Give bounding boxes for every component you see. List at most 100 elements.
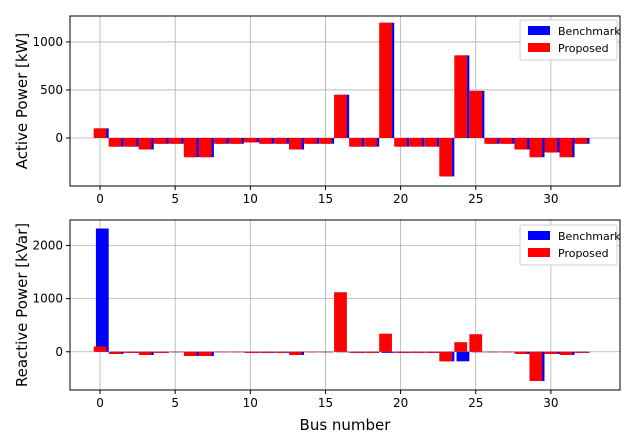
bar-benchmark-bus-24 [456,351,470,362]
bar-proposed-bus-19 [379,333,392,352]
bar-proposed-bus-2 [123,351,137,353]
x-tick-label: 30 [543,396,558,410]
bar-proposed-bus-6 [183,137,197,158]
bar-proposed-bus-16 [334,94,347,138]
y-axis-label: Active Power [kW] [13,33,31,170]
bar-proposed-bus-25 [469,90,483,138]
x-tick-labels: 0 5 10 15 20 25 30 [96,186,559,206]
bar-proposed-bus-15 [319,137,332,144]
bar-proposed-bus-17 [349,137,362,147]
legend: Benchmark Proposed [519,224,621,266]
bar-proposed-bus-29 [529,351,543,381]
legend-swatch-benchmark [528,26,550,35]
bar-proposed-bus-18 [364,137,377,147]
bar-proposed-bus-25 [469,334,483,352]
bar-proposed-bus-31 [559,351,573,355]
legend-label-benchmark: Benchmark [558,25,621,38]
bar-proposed-bus-20 [394,137,407,147]
x-tick-label: 10 [243,396,258,410]
bar-proposed-bus-3 [138,137,152,150]
bar-proposed-bus-30 [544,351,558,354]
bar-proposed-bus-14 [304,351,317,353]
bar-proposed-bus-13 [289,351,302,355]
legend: Benchmark Proposed [519,19,621,61]
bar-proposed-bus-5 [168,137,182,144]
y-axis-label: Reactive Power [kVar] [13,223,31,387]
bar-proposed-bus-0 [93,128,107,138]
x-tick-label: 20 [393,192,408,206]
bar-proposed-bus-11 [258,351,272,353]
x-tick-label: 20 [393,396,408,410]
bar-proposed-bus-27 [499,351,513,353]
bar-proposed-bus-20 [394,351,407,353]
bar-proposed-bus-26 [484,137,498,144]
bar-proposed-bus-16 [334,292,347,352]
x-tick-label: 15 [318,396,333,410]
bar-proposed-bus-12 [273,351,287,353]
bar-proposed-bus-2 [123,137,137,147]
bar-proposed-bus-26 [484,351,498,353]
legend-swatch-proposed [528,248,550,257]
bar-proposed-bus-13 [289,137,302,150]
x-tick-label: 10 [243,192,258,206]
bar-proposed-bus-0 [93,346,107,352]
bar-proposed-bus-23 [439,137,453,177]
bar-proposed-bus-7 [198,351,212,356]
y-tick-label: 0 [55,345,63,359]
bar-proposed-bus-14 [304,137,317,144]
bar-proposed-bus-27 [499,137,513,144]
x-tick-label: 25 [468,192,483,206]
legend-label-proposed: Proposed [558,42,609,55]
y-tick-label: 1000 [32,35,63,49]
bar-benchmark-bus-0 [95,228,109,352]
reactive-power-chart: 0 5 10 15 20 25 30 0 1000 2000 Reactive Power [k… [13,219,621,434]
bar-proposed-bus-22 [424,351,438,353]
bar-proposed-bus-10 [243,351,257,353]
bar-proposed-bus-21 [409,137,423,147]
bar-proposed-bus-29 [529,137,543,158]
bar-proposed-bus-9 [228,137,242,144]
bar-proposed-bus-24 [454,342,468,352]
bar-proposed-bus-15 [319,351,332,353]
y-tick-labels: 0 1000 2000 [32,239,70,359]
bar-proposed-bus-10 [243,137,257,143]
bars [93,228,590,381]
bar-proposed-bus-28 [514,137,528,150]
x-tick-label: 0 [96,192,104,206]
legend-swatch-benchmark [528,231,550,240]
legend-swatch-proposed [528,43,550,52]
y-tick-label: 1000 [32,292,63,306]
bar-proposed-bus-19 [379,22,392,138]
bar-proposed-bus-9 [228,351,242,353]
plot-frame [69,219,621,391]
plot-frame [69,15,621,187]
legend-label-benchmark: Benchmark [558,230,621,243]
bar-proposed-bus-3 [138,351,152,355]
bar-benchmark-bus-19 [381,351,395,353]
bar-proposed-bus-28 [514,351,528,354]
bar-proposed-bus-12 [273,137,287,144]
x-tick-label: 25 [468,396,483,410]
y-tick-labels: 0 500 1000 [32,35,70,145]
y-tick-label: 2000 [32,239,63,253]
bar-proposed-bus-31 [559,137,573,158]
bar-proposed-bus-1 [108,137,122,147]
bar-benchmark-bus-25 [471,351,485,353]
x-tick-label: 5 [171,192,179,206]
bar-proposed-bus-30 [544,137,558,153]
bar-proposed-bus-11 [258,137,272,144]
y-tick-label: 0 [55,131,63,145]
bar-proposed-bus-23 [439,351,453,362]
x-tick-label: 5 [171,396,179,410]
x-tick-label: 15 [318,192,333,206]
x-axis-label: Bus number [300,416,392,434]
bar-proposed-bus-32 [574,351,588,353]
bar-proposed-bus-4 [153,137,167,144]
x-tick-label: 30 [543,192,558,206]
x-tick-label: 0 [96,396,104,410]
y-tick-label: 500 [40,83,63,97]
x-tick-labels: 0 5 10 15 20 25 30 [96,390,559,410]
bar-proposed-bus-17 [349,351,362,353]
